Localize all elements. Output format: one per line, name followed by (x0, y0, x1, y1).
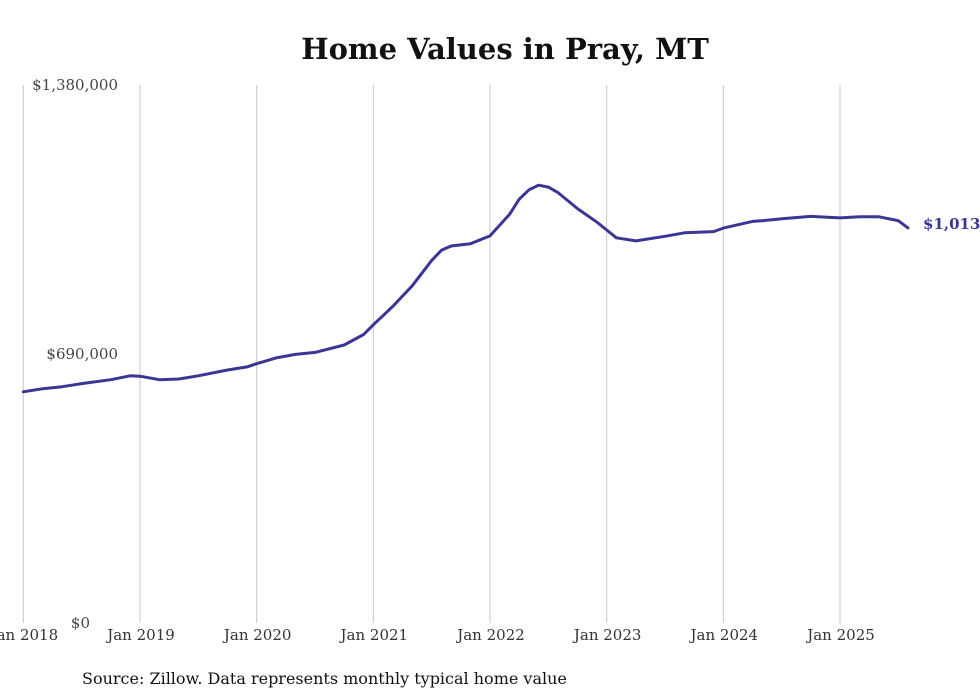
x-tick-label: Jan 2021 (339, 626, 409, 644)
gridlines (22, 85, 841, 623)
x-tick-label: Jan 2025 (805, 626, 875, 644)
y-tick-label: $1,380,000 (32, 76, 118, 94)
x-tick-label: Jan 2022 (455, 626, 525, 644)
source-note: Source: Zillow. Data represents monthly … (82, 669, 567, 688)
series-line-home-value (21, 183, 910, 394)
y-tick-label: $690,000 (46, 345, 118, 363)
x-tick-label: Jan 2023 (572, 626, 642, 644)
x-axis: Jan 2018 Jan 2019 Jan 2020 Jan 2021 Jan … (0, 626, 875, 644)
end-value-label: $1,013,493 (923, 215, 980, 233)
y-axis: $0 $690,000 $1,380,000 (32, 76, 118, 632)
chart-title: Home Values in Pray, MT (301, 32, 709, 66)
y-tick-label: $0 (71, 614, 90, 632)
x-tick-label: Jan 2019 (105, 626, 175, 644)
x-tick-label: Jan 2020 (222, 626, 292, 644)
x-tick-label: Jan 2018 (0, 626, 58, 644)
x-tick-label: Jan 2024 (689, 626, 759, 644)
